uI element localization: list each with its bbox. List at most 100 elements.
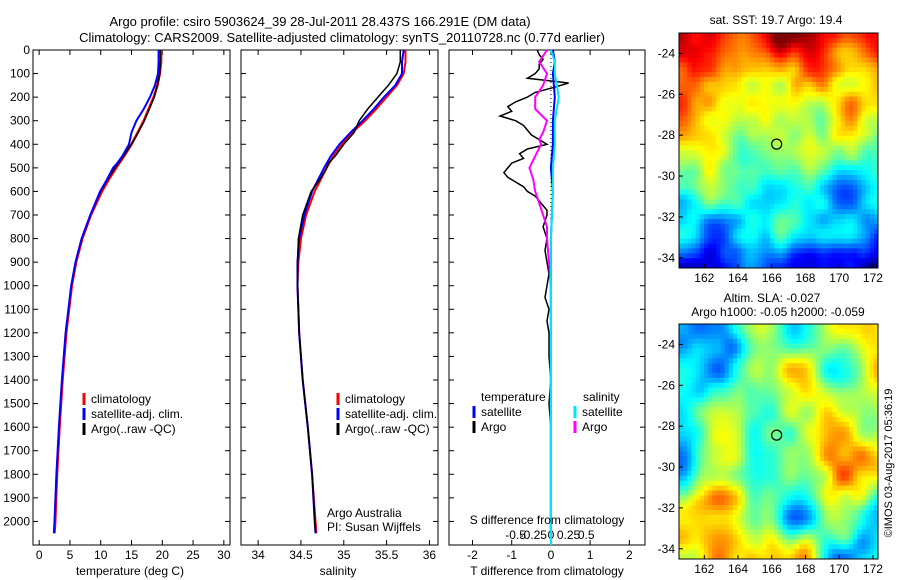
map-cell [683, 412, 688, 418]
map-cell [873, 121, 878, 127]
map-cell [840, 475, 846, 482]
map-cell [819, 500, 825, 506]
map-cell [832, 519, 838, 526]
map-cell [840, 219, 846, 225]
map-cell [720, 81, 726, 88]
map-cell [683, 174, 688, 181]
map-cell [803, 372, 809, 379]
map-cell [799, 475, 804, 482]
map-cell [857, 495, 863, 501]
map-cell [790, 490, 796, 496]
map-cell [832, 505, 838, 511]
map-cell [848, 480, 854, 487]
map-cell [683, 456, 688, 462]
map-cell [795, 392, 800, 399]
map-cell [832, 189, 838, 196]
map-cell [774, 52, 780, 59]
map-cell [782, 96, 788, 103]
map-cell [873, 67, 878, 73]
map-cell [703, 358, 709, 364]
map-cell [679, 368, 684, 374]
map-cell [728, 436, 734, 443]
map-cell [836, 174, 842, 181]
map-cell [679, 402, 684, 408]
map-cell [687, 33, 693, 39]
map-cell [687, 253, 693, 259]
map-cell [795, 189, 800, 196]
map-cell [679, 135, 684, 142]
map-cell [865, 510, 871, 516]
map-cell [766, 228, 771, 235]
map-cell [737, 160, 742, 166]
map-cell [836, 194, 842, 201]
map-cell [803, 549, 809, 555]
map-cell [815, 426, 821, 433]
map-cell [761, 86, 767, 93]
map-cell [790, 554, 796, 559]
map-cell [761, 470, 767, 477]
map-cell [824, 412, 829, 418]
map-cell [732, 485, 738, 492]
map-cell [757, 101, 763, 108]
map-cell [782, 86, 788, 93]
map-cell [795, 426, 800, 433]
map-cell [766, 214, 771, 220]
map-cell [795, 412, 800, 418]
map-cell [757, 111, 763, 117]
map-cell [720, 116, 726, 122]
map-cell [853, 402, 858, 408]
map-cell [786, 86, 792, 93]
map-cell [861, 77, 867, 83]
map-cell [728, 126, 734, 132]
map-cell [761, 475, 767, 482]
map-cell [770, 421, 775, 428]
map-cell [761, 170, 767, 176]
map-cell [732, 412, 738, 418]
map-cell [679, 539, 684, 545]
map-cell [708, 470, 713, 477]
map-cell [815, 52, 821, 59]
map-cell [683, 204, 688, 210]
map-cell [732, 328, 738, 335]
map-cell [795, 333, 800, 340]
map-cell [712, 417, 717, 423]
map-cell [683, 505, 688, 511]
map-cell [683, 228, 688, 235]
map-cell [741, 529, 746, 536]
map-cell [807, 199, 813, 205]
map-cell [761, 91, 767, 98]
map-cell [683, 179, 688, 186]
map-cell [844, 363, 850, 369]
map-cell [766, 475, 771, 482]
map-cell [790, 348, 796, 354]
map-cell [732, 441, 738, 447]
map-cell [807, 62, 813, 68]
map-cell [687, 96, 693, 103]
map-cell [761, 233, 767, 240]
map-cell [865, 549, 871, 555]
map-cell [753, 480, 759, 487]
map-cell [844, 62, 850, 68]
map-cell [683, 343, 688, 350]
map-cell [737, 549, 742, 555]
map-cell [786, 179, 792, 186]
map-cell [815, 135, 821, 142]
map-cell [869, 412, 875, 418]
map-cell [774, 204, 780, 210]
map-cell [737, 485, 742, 492]
map-cell [865, 96, 871, 103]
map-cell [819, 135, 825, 142]
map-cell [782, 343, 788, 350]
map-cell [807, 392, 813, 399]
map-cell [807, 179, 813, 186]
map-cell [737, 392, 742, 399]
map-cell [803, 343, 809, 350]
map-cell [757, 91, 763, 98]
map-cell [753, 333, 759, 340]
map-cell [844, 126, 850, 132]
map-cell [832, 544, 838, 550]
map-cell [774, 170, 780, 176]
map-cell [844, 514, 850, 521]
map-cell [844, 67, 850, 73]
map-cell [724, 348, 730, 354]
